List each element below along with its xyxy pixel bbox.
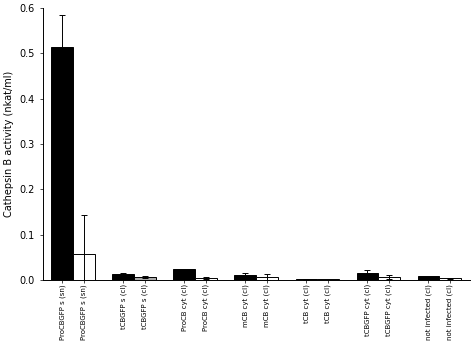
Bar — [356, 272, 378, 280]
Bar — [134, 277, 156, 280]
Bar — [52, 47, 73, 280]
Bar — [256, 277, 278, 280]
Bar — [317, 279, 339, 280]
Y-axis label: Cathepsin B activity (nkat/ml): Cathepsin B activity (nkat/ml) — [4, 71, 14, 217]
Bar — [195, 278, 217, 280]
Bar — [378, 277, 400, 280]
Bar — [112, 275, 134, 280]
Bar — [173, 269, 195, 280]
Bar — [73, 254, 95, 280]
Bar — [439, 278, 461, 280]
Bar — [418, 276, 439, 280]
Bar — [235, 275, 256, 280]
Bar — [295, 279, 317, 280]
